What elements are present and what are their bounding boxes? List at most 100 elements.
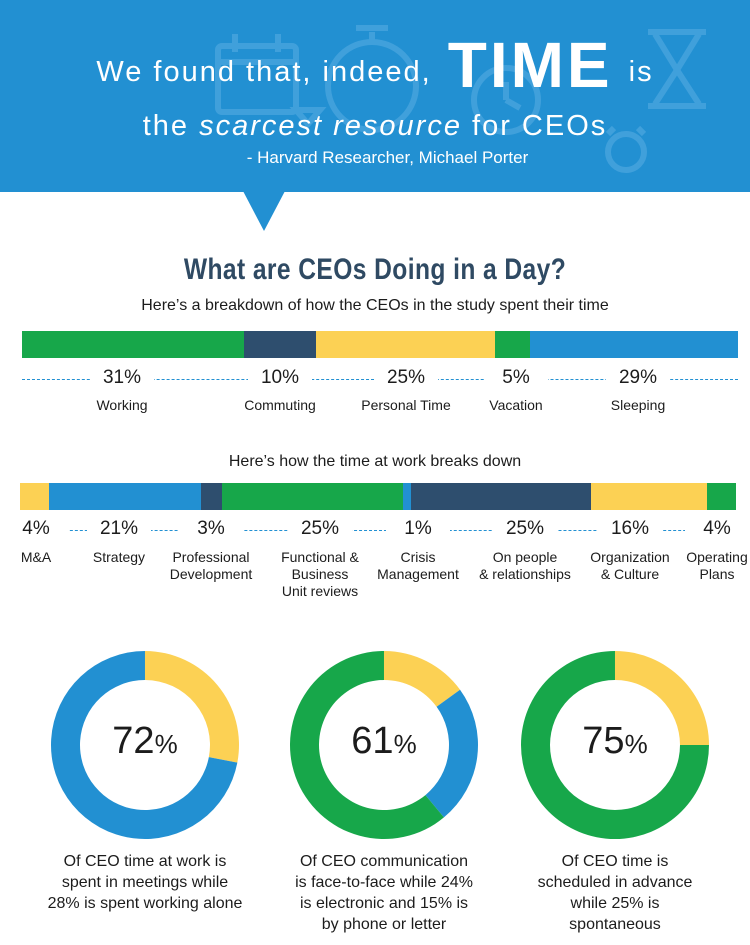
category-label-line: M&A: [20, 549, 52, 565]
donut-headline-unit: %: [154, 729, 178, 759]
header-icons: [215, 25, 706, 173]
bar-segment: [243, 331, 316, 358]
donut-caption: Of CEO time is scheduled in advance while …: [505, 851, 725, 935]
category-label-line: Commuting: [244, 397, 316, 413]
category-label-line: Working: [96, 397, 148, 413]
donut-caption-line: spontaneous: [569, 916, 661, 933]
category-label-line: Sleeping: [610, 397, 666, 413]
category-label-line: Unit reviews: [281, 583, 359, 599]
donut-caption-line: Of CEO communication: [299, 853, 469, 870]
quote-line-1: We found that, indeed, TIME is: [0, 28, 750, 102]
donut-caption-line: spent in meetings while: [61, 874, 229, 891]
category-label-line: Operating: [686, 549, 748, 565]
stacked-bar-2: [20, 483, 736, 510]
percent-label: 29%: [606, 367, 670, 389]
donut-slice: [521, 651, 709, 839]
bar-segment: [403, 483, 411, 510]
bar-segment: [22, 331, 244, 358]
small-hourglass-icon: [289, 107, 327, 129]
category-label: Working: [62, 397, 182, 414]
donut-slice: [290, 651, 444, 839]
alarm-clock-icon: [471, 65, 647, 173]
donut-headline-number: 61: [351, 720, 394, 762]
day-breakdown-subtitle: Here’s a breakdown of how the CEOs in th…: [141, 297, 609, 314]
bar-segment: [707, 483, 736, 510]
quote-line-2: the scarcest resource for CEOs: [0, 110, 750, 143]
quote-attribution: - Harvard Researcher, Michael Porter: [246, 148, 529, 167]
category-label: Commuting: [220, 397, 340, 414]
category-label: Vacation: [456, 397, 576, 414]
main-title: What are CEOs Doing in a Day?: [183, 253, 567, 286]
category-label: M&A: [0, 549, 96, 566]
category-label: On people & relationships: [465, 549, 585, 583]
dashed-guide-line: [20, 530, 736, 531]
donut-headline: 61%: [289, 720, 479, 763]
percent-label: 1%: [386, 518, 450, 540]
donut-slice: [50, 651, 238, 839]
donut-caption-line: while 25% is: [570, 895, 660, 912]
quote-part-1: We found that, indeed,: [96, 56, 432, 88]
category-label-line: Crisis: [400, 549, 436, 565]
category-label: Operating Plans: [657, 549, 750, 583]
percent-label: 10%: [248, 367, 312, 389]
quote-part-2: is: [628, 56, 654, 88]
donut-headline-unit: %: [624, 729, 648, 759]
category-label-line: Professional: [172, 549, 250, 565]
bar-segment: [48, 483, 201, 510]
percent-label: 21%: [87, 518, 151, 540]
quote-line2-b: for CEOs: [472, 110, 608, 142]
donut-caption-line: by phone or letter: [321, 916, 447, 933]
donut-headline-unit: %: [393, 729, 417, 759]
stacked-bar-1: [22, 331, 738, 358]
stopwatch-icon: [325, 25, 419, 133]
header-banner: We found that, indeed, TIME is the scarc…: [0, 0, 750, 192]
category-label: Organization & Culture: [570, 549, 690, 583]
bar-segment: [20, 483, 49, 510]
category-label-line: Personal Time: [361, 397, 451, 413]
percent-label: 4%: [685, 518, 749, 540]
category-label: Professional Development: [151, 549, 271, 583]
bar-segment: [200, 483, 223, 510]
category-label-line: Functional &: [281, 549, 359, 565]
speech-pointer: [243, 191, 285, 231]
percent-label: 5%: [484, 367, 548, 389]
quote-line2-emphasis: scarcest resource: [199, 110, 462, 142]
donut-caption-line: is electronic and 15% is: [299, 895, 469, 912]
quote-line2-a: the: [142, 110, 190, 142]
category-label-line: Business: [291, 566, 349, 582]
category-label-line: & relationships: [479, 566, 571, 582]
donut-caption-line: 28% is spent working alone: [47, 895, 243, 912]
category-label-line: Strategy: [92, 549, 146, 565]
quote-big-word: TIME: [447, 29, 613, 101]
donut-caption-line: Of CEO time is: [561, 853, 669, 870]
donut-slice: [384, 651, 461, 707]
work-breakdown-subtitle: Here’s how the time at work breaks down: [228, 453, 522, 470]
percent-label: 3%: [179, 518, 243, 540]
category-label-line: Plans: [699, 566, 735, 582]
percent-label: 25%: [374, 367, 438, 389]
bar-segment: [315, 331, 495, 358]
percent-label: 31%: [90, 367, 154, 389]
donut-slice: [145, 651, 240, 763]
category-label-line: Development: [169, 566, 253, 582]
bar-segment: [410, 483, 592, 510]
bar-segment: [222, 483, 404, 510]
donut-slice: [425, 689, 478, 818]
percent-label: 25%: [288, 518, 352, 540]
donut-caption-line: Of CEO time at work is: [63, 853, 227, 870]
donut-caption: Of CEO time at work is spent in meetings …: [35, 851, 255, 914]
category-label-line: On people: [492, 549, 558, 565]
category-label: Functional & Business Unit reviews: [260, 549, 380, 600]
donut-headline: 75%: [520, 720, 710, 763]
category-label-line: & Culture: [600, 566, 660, 582]
category-label: Strategy: [59, 549, 179, 566]
donut-headline: 72%: [50, 720, 240, 763]
bar-segment: [530, 331, 738, 358]
category-label: Personal Time: [346, 397, 466, 414]
donut-caption-line: is face-to-face while 24%: [295, 874, 473, 891]
calendar-icon: [215, 34, 299, 115]
category-label-line: Vacation: [489, 397, 543, 413]
bar-segment: [494, 331, 531, 358]
donut-caption-line: scheduled in advance: [537, 874, 693, 891]
